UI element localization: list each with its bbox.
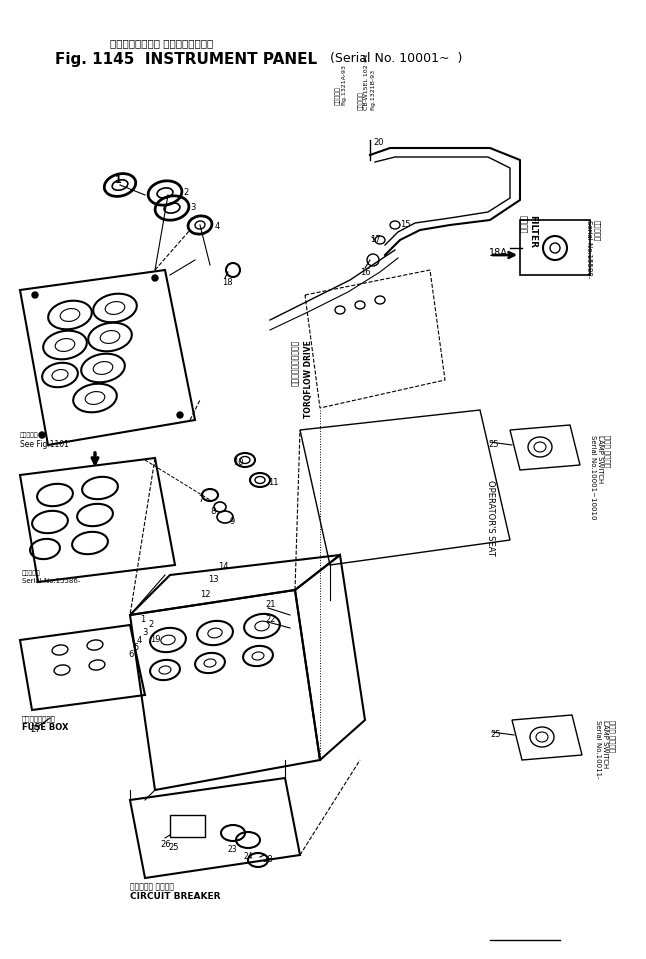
Text: ヒューズボックス: ヒューズボックス [22,715,56,721]
Text: サーキット ブレーカ: サーキット ブレーカ [130,882,174,891]
Text: Serial No.15586-: Serial No.15586- [22,578,80,584]
Ellipse shape [32,292,38,298]
Text: 19: 19 [150,635,160,644]
Text: 20: 20 [373,138,384,147]
Bar [520,220,590,275]
Text: 22: 22 [265,615,275,624]
Ellipse shape [152,275,158,281]
Text: 詳細図参照
CB-W15EL 102 #1
Fig.1321B-93: 詳細図参照 CB-W15EL 102 #1 Fig.1321B-93 [358,54,375,110]
Text: 1: 1 [140,615,145,624]
Text: インスツルメント パネル（通用号機: インスツルメント パネル（通用号機 [110,38,213,48]
Text: トルクフロードライブ: トルクフロードライブ [291,340,300,386]
Text: (Serial No. 10001~  ): (Serial No. 10001~ ) [330,52,463,65]
Text: TORQFLOW DRIVE: TORQFLOW DRIVE [304,340,313,418]
Text: OPERATOR'S SEAT: OPERATOR'S SEAT [486,480,494,556]
Text: 24: 24 [243,852,253,861]
Ellipse shape [39,432,45,438]
Text: 詳細図参照
Serial No.15588-: 詳細図参照 Serial No.15588- [587,220,600,278]
Text: 8: 8 [210,507,215,516]
Text: 5: 5 [133,643,138,652]
Text: 25: 25 [488,440,499,449]
Text: フィルタ: フィルタ [518,215,527,233]
Text: 16: 16 [360,268,371,277]
Text: 11: 11 [268,478,278,487]
Text: 18A: 18A [489,248,508,258]
Text: 13: 13 [208,575,218,584]
Text: 10: 10 [233,458,244,467]
Bar [170,815,205,837]
Text: 3: 3 [142,628,147,637]
Text: 12: 12 [200,590,211,599]
Text: 詳細図参照: 詳細図参照 [20,432,39,437]
Text: 25: 25 [490,730,501,739]
Text: 15: 15 [400,220,410,229]
Text: 4: 4 [137,636,142,645]
Text: 4: 4 [215,222,220,231]
Text: 18: 18 [222,278,233,287]
Text: CIRCUIT BREAKER: CIRCUIT BREAKER [130,892,220,901]
Text: 詳細図参照
Fig.1321A-93: 詳細図参照 Fig.1321A-93 [335,64,346,105]
Text: 9: 9 [230,517,235,526]
Text: 2: 2 [183,188,188,197]
Text: 17: 17 [370,235,380,244]
Text: 6: 6 [128,650,133,659]
Text: 27: 27 [30,725,41,734]
Text: 2: 2 [148,620,153,629]
Text: FUSE BOX: FUSE BOX [22,723,68,732]
Text: 26: 26 [160,840,171,849]
Text: 7: 7 [198,495,203,504]
Text: See Fig.1101: See Fig.1101 [20,440,69,449]
Text: Fig. 1145  INSTRUMENT PANEL: Fig. 1145 INSTRUMENT PANEL [55,52,317,67]
Text: FILTER: FILTER [528,215,537,248]
Ellipse shape [177,412,183,418]
Text: 21: 21 [265,600,275,609]
Text: 25: 25 [168,843,178,852]
Text: 23: 23 [227,845,236,854]
Text: 1: 1 [115,175,121,185]
Text: 28: 28 [262,855,273,864]
Text: 詳細図参照: 詳細図参照 [22,570,41,575]
Text: ランプ スイッチ
LAMP SWITCH
Serial No.10001~10010: ランプ スイッチ LAMP SWITCH Serial No.10001~100… [590,435,610,520]
Text: 3: 3 [190,203,195,212]
Text: 14: 14 [218,562,229,571]
Text: ランプ スイッチ
LAMP SWITCH
Serial No.10011-: ランプ スイッチ LAMP SWITCH Serial No.10011- [595,720,616,779]
